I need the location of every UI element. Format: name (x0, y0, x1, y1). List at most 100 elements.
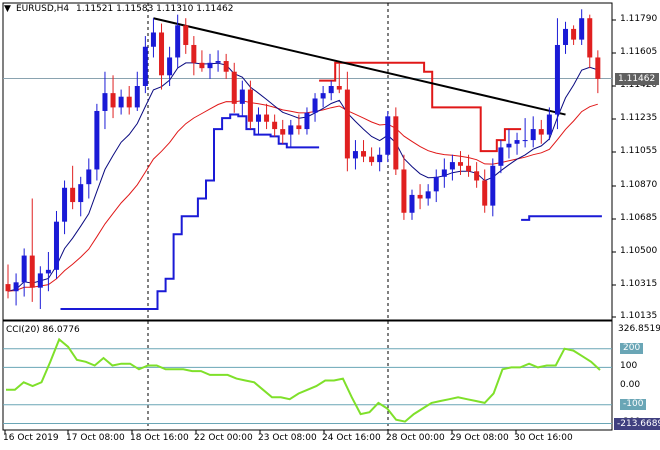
candle-body (498, 147, 504, 166)
candle (5, 264, 11, 299)
candle-body (239, 89, 245, 104)
price-series (7, 17, 602, 310)
candle (215, 50, 221, 72)
candle-body (280, 129, 286, 135)
triangle-down-icon[interactable]: ▼ (4, 4, 11, 14)
candle (377, 147, 383, 172)
candle-body (538, 129, 544, 135)
candle-body (393, 116, 399, 170)
current-price-badge: 1.11462 (615, 72, 659, 85)
candle (369, 147, 375, 166)
candle-body (595, 57, 601, 79)
candle-body (159, 32, 165, 76)
candle-body (134, 86, 140, 108)
candle (175, 14, 181, 69)
candle-body (264, 114, 270, 122)
candle-body (126, 96, 132, 108)
candle-body (474, 171, 480, 181)
candle (239, 80, 245, 117)
candle (401, 154, 407, 220)
candle-body (377, 154, 383, 163)
candle-body (328, 86, 334, 94)
candle (312, 93, 318, 122)
candle (247, 80, 253, 130)
stop-high-line (319, 61, 522, 153)
candle-body (546, 114, 552, 135)
candle (183, 18, 189, 54)
candle (62, 180, 68, 235)
candle (417, 184, 423, 210)
time-tick-label: 18 Oct 16:00 (130, 433, 189, 443)
candle (70, 165, 76, 210)
cci-level-label: 0.00 (620, 380, 641, 391)
chart-frames (2, 2, 613, 431)
candle (264, 103, 270, 130)
candle (304, 107, 310, 135)
candle-body (110, 93, 116, 108)
candle (328, 80, 334, 101)
candle (191, 36, 197, 76)
cci-series (6, 337, 601, 423)
price-tick-label: 1.11420 (620, 80, 658, 90)
candle (466, 154, 472, 177)
candle-body (506, 143, 512, 148)
candle-body (417, 194, 423, 199)
candle (167, 46, 173, 86)
candle-body (320, 93, 326, 99)
cci-level-label: -100 (620, 398, 647, 410)
candle (207, 53, 213, 79)
candle (320, 86, 326, 108)
candle (457, 151, 463, 175)
candle (288, 119, 294, 148)
candle-body (29, 255, 35, 288)
candle (199, 50, 205, 72)
time-tick-label: 23 Oct 08:00 (258, 433, 317, 443)
axis-tick-marks (4, 19, 616, 434)
time-tick-label: 30 Oct 16:00 (514, 433, 573, 443)
price-tick-label: 1.10500 (620, 246, 658, 256)
candle-body (304, 112, 310, 130)
candle (272, 114, 278, 137)
candle-body (167, 57, 173, 76)
cci-level-label: 200 (620, 342, 644, 354)
candle-body (53, 221, 59, 270)
candle-body (482, 180, 488, 206)
candle-body (490, 165, 496, 206)
candle-body (563, 28, 569, 45)
candle-body (255, 114, 261, 122)
cci-scale-bottom-badge: -213.6689 (614, 418, 660, 430)
candle (142, 36, 148, 94)
price-tick-label: 1.11605 (620, 47, 658, 57)
stop-low-line-2 (521, 215, 602, 221)
candle (441, 158, 447, 188)
candle (425, 184, 431, 206)
candle (255, 107, 261, 135)
candle-body (288, 125, 294, 135)
candle-body (530, 129, 536, 141)
cci-label: CCI(20) 86.0776 (6, 325, 80, 335)
candle-body (336, 86, 342, 90)
candle (474, 162, 480, 188)
candle-body (433, 176, 439, 192)
candle (498, 140, 504, 174)
candle (78, 176, 84, 217)
candle (159, 23, 165, 90)
candle (126, 86, 132, 115)
candles[interactable] (5, 9, 601, 309)
candle-body (457, 162, 463, 166)
candle (110, 75, 116, 119)
main-pane-frame (2, 2, 613, 321)
candle-body (45, 269, 51, 274)
candle-body (369, 156, 375, 163)
candle (449, 154, 455, 181)
time-tick-label: 29 Oct 08:00 (450, 433, 509, 443)
time-tick-label: 17 Oct 08:00 (66, 433, 125, 443)
candle-body (449, 162, 455, 170)
symbol-label: EURUSD,H4 (16, 4, 70, 14)
candle (587, 14, 593, 69)
candle-body (409, 194, 415, 213)
candle (433, 169, 439, 203)
candle-body (514, 140, 520, 144)
